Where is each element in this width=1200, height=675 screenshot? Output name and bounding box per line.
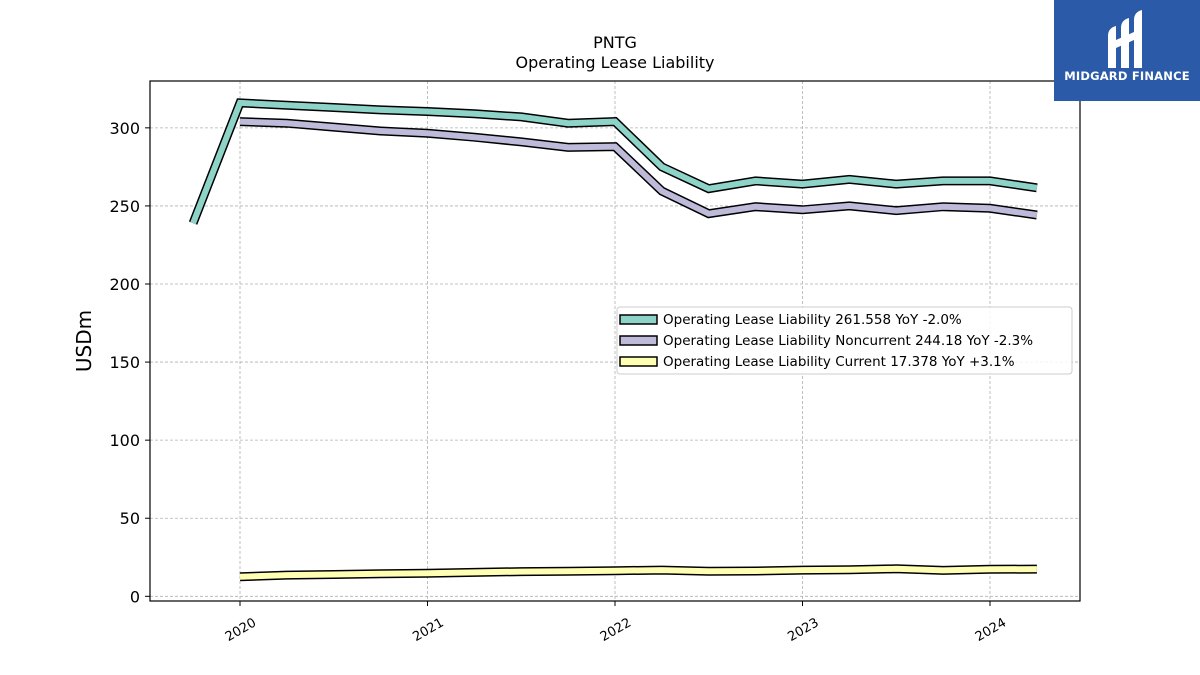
legend-label: Operating Lease Liability 261.558 YoY -2…	[663, 312, 962, 328]
x-tick-label: 2024	[973, 615, 1009, 645]
x-tick-label: 2020	[223, 615, 259, 645]
series-line	[239, 565, 1037, 580]
y-tick-label: 300	[109, 119, 140, 138]
x-tick-label: 2021	[410, 615, 446, 645]
series-3	[239, 564, 1037, 582]
series-layer	[188, 98, 1038, 582]
legend-swatch	[619, 356, 658, 367]
y-tick-label: 250	[109, 197, 140, 216]
legend-label: Operating Lease Liability Noncurrent 244…	[663, 333, 1033, 349]
chart-subtitle: Operating Lease Liability	[515, 53, 714, 72]
chart-title: PNTG	[593, 33, 637, 52]
x-axis: 2020 2021 2022 2023 2024	[223, 601, 1009, 645]
legend-swatch	[619, 314, 658, 325]
series-2	[239, 117, 1038, 220]
series-line	[190, 99, 1038, 225]
series-1	[188, 98, 1038, 225]
series-line	[239, 118, 1038, 218]
x-tick-label: 2022	[598, 615, 634, 645]
y-tick-label: 200	[109, 275, 140, 294]
y-tick-label: 0	[130, 587, 140, 606]
legend-swatch	[619, 335, 658, 346]
brand-logo: MIDGARD FINANCE	[1054, 0, 1200, 101]
legend-label: Operating Lease Liability Current 17.378…	[663, 354, 1015, 370]
y-tick-label: 50	[120, 509, 140, 528]
x-tick-label: 2023	[785, 615, 821, 645]
y-tick-label: 100	[109, 431, 140, 450]
y-axis-label: USDm	[72, 310, 96, 372]
legend: Operating Lease Liability 261.558 YoY -2…	[616, 306, 1073, 375]
y-axis: 0 50 100 150 200 250 300	[109, 119, 150, 606]
legend-box	[616, 306, 1073, 375]
brand-logo-icon	[1108, 10, 1142, 68]
brand-name: MIDGARD FINANCE	[1064, 69, 1190, 83]
y-tick-label: 150	[109, 353, 140, 372]
